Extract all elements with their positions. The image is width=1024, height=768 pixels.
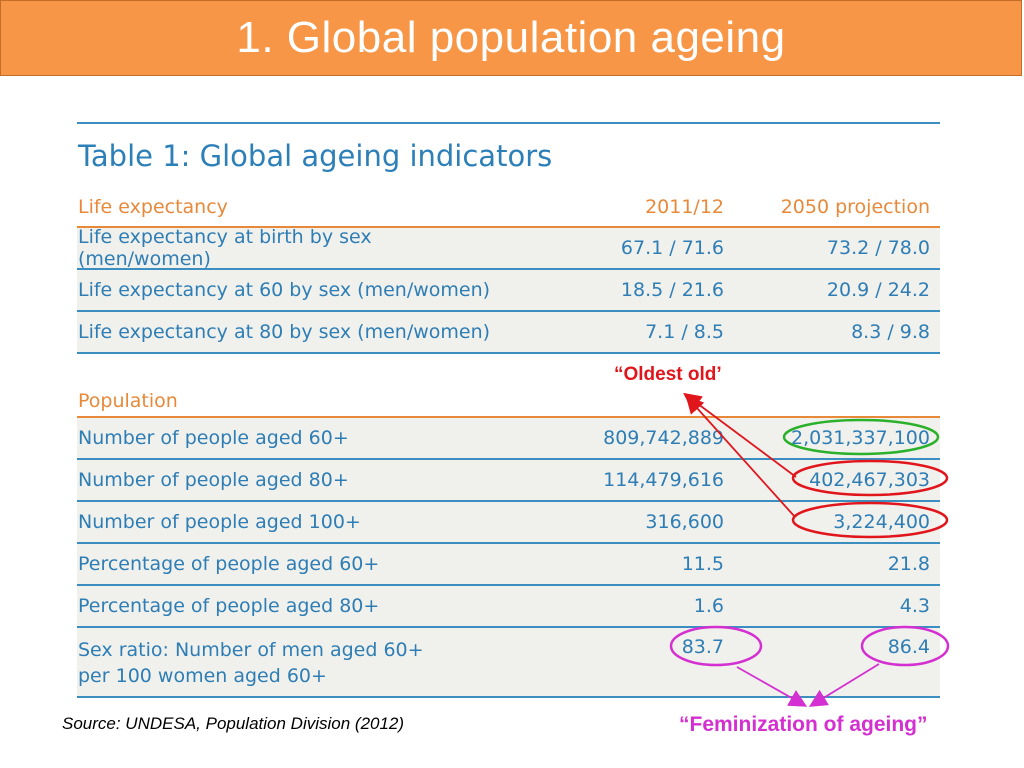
value-2050: 21.8: [887, 553, 930, 575]
feminization-annotation: “Feminization of ageing”: [679, 713, 928, 736]
population-header: Population: [77, 376, 940, 418]
row-label: Sex ratio: Number of men aged 60+ per 10…: [77, 635, 504, 689]
table-row: Number of people aged 100+ 316,600 3,224…: [77, 502, 940, 544]
ageing-indicators-table: Table 1: Global ageing indicators Life e…: [77, 122, 940, 698]
table-row: Number of people aged 80+ 114,479,616 40…: [77, 460, 940, 502]
col-2011-header: 2011/12: [645, 196, 724, 218]
row-label: Percentage of people aged 60+: [78, 553, 380, 575]
slide-title: 1. Global population ageing: [236, 13, 786, 62]
oldest-old-annotation: “Oldest old’: [614, 364, 722, 385]
value-2011: 7.1 / 8.5: [645, 321, 724, 343]
value-2050: 73.2 / 78.0: [826, 237, 930, 259]
table-title: Table 1: Global ageing indicators: [78, 139, 553, 173]
table-row: Number of people aged 60+ 809,742,889 2,…: [77, 418, 940, 460]
value-2050: 2,031,337,100: [790, 427, 930, 449]
life-expectancy-label: Life expectancy: [78, 196, 228, 218]
row-label: Life expectancy at 80 by sex (men/women): [78, 321, 491, 343]
value-2050: 402,467,303: [809, 469, 930, 491]
value-2011: 114,479,616: [603, 469, 724, 491]
row-label: Number of people aged 80+: [78, 469, 349, 491]
value-2011: 18.5 / 21.6: [620, 279, 724, 301]
value-2050: 8.3 / 9.8: [851, 321, 930, 343]
table-row: Sex ratio: Number of men aged 60+ per 10…: [77, 628, 940, 698]
value-2050: 4.3: [899, 595, 930, 617]
row-label: Number of people aged 60+: [78, 427, 349, 449]
value-2011: 316,600: [645, 511, 724, 533]
row-label-line2: per 100 women aged 60+: [78, 665, 327, 687]
table-row: Life expectancy at 80 by sex (men/women)…: [77, 312, 940, 354]
value-2011: 83.7: [681, 636, 724, 658]
row-label: Number of people aged 100+: [78, 511, 361, 533]
value-2011: 1.6: [693, 595, 724, 617]
table-row: Life expectancy at birth by sex (men/wom…: [77, 226, 940, 270]
population-label: Population: [78, 390, 178, 412]
value-2011: 809,742,889: [603, 427, 724, 449]
table-row: Life expectancy at 60 by sex (men/women)…: [77, 270, 940, 312]
row-label-line1: Sex ratio: Number of men aged 60+: [78, 639, 424, 661]
value-2050: 20.9 / 24.2: [826, 279, 930, 301]
life-expectancy-header: Life expectancy 2011/12 2050 projection: [77, 188, 940, 228]
value-2050: 3,224,400: [833, 511, 930, 533]
row-label: Percentage of people aged 80+: [78, 595, 380, 617]
row-label: Life expectancy at 60 by sex (men/women): [78, 279, 491, 301]
value-2011: 67.1 / 71.6: [620, 237, 724, 259]
table-row: Percentage of people aged 60+ 11.5 21.8: [77, 544, 940, 586]
table-row: Percentage of people aged 80+ 1.6 4.3: [77, 586, 940, 628]
value-2011: 11.5: [681, 553, 724, 575]
value-2050: 86.4: [887, 636, 930, 658]
title-bar: 1. Global population ageing: [0, 0, 1022, 76]
row-label: Life expectancy at birth by sex (men/wom…: [78, 226, 372, 270]
col-2050-header: 2050 projection: [780, 196, 930, 218]
source-note: Source: UNDESA, Population Division (201…: [62, 714, 405, 733]
table-top-rule: [77, 122, 940, 124]
